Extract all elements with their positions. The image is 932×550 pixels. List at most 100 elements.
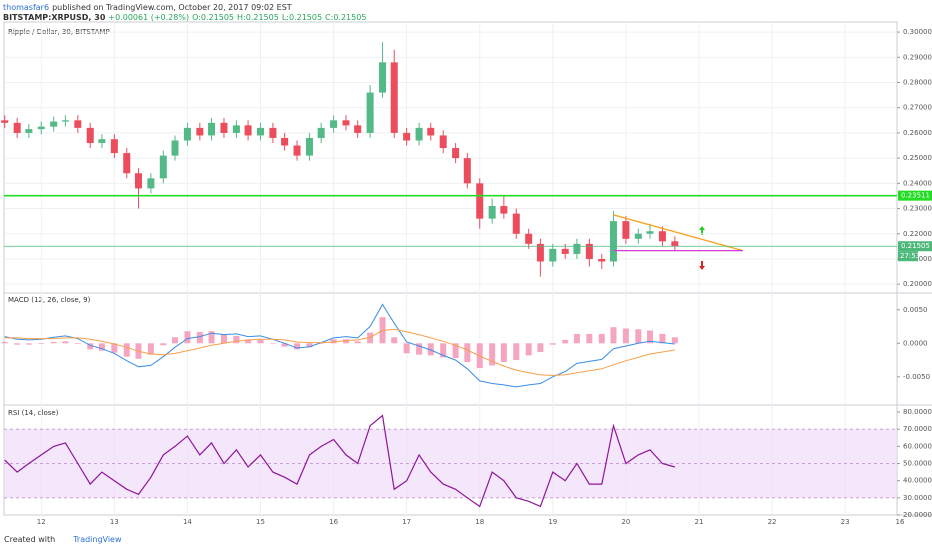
y-tick-label: 20.0000: [903, 511, 932, 519]
author[interactable]: thomasfar6: [3, 3, 50, 12]
candle-body: [61, 120, 69, 122]
candle-body: [232, 125, 240, 133]
histogram-bar: [671, 337, 678, 344]
x-tick-label: 15: [256, 518, 265, 526]
y-tick-label: 0.30000: [903, 28, 932, 36]
candle-body: [86, 127, 94, 144]
price-label-box: [898, 241, 932, 252]
candle-body: [330, 120, 338, 128]
candle-body: [549, 248, 557, 262]
histogram-bar: [525, 343, 532, 356]
histogram-bar: [318, 343, 325, 344]
histogram-bar: [549, 343, 556, 345]
y-tick-label: 0.23000: [903, 205, 932, 213]
histogram-bar: [586, 333, 593, 344]
x-tick-label: 18: [475, 518, 484, 526]
candle-body: [671, 241, 679, 247]
histogram-bar: [38, 343, 45, 344]
y-tick-label: 0.27000: [903, 104, 932, 112]
candle-body: [439, 135, 447, 149]
ohlc: H:0.21505: [237, 13, 279, 22]
countdown-box: [898, 251, 918, 262]
candle-body: [598, 258, 606, 262]
candle-body: [379, 62, 387, 93]
candle-body: [305, 137, 313, 156]
x-tick-label: 16: [329, 518, 338, 526]
price-label: 0.21505: [901, 242, 930, 250]
candle-body: [171, 140, 179, 156]
histogram-bar: [647, 330, 653, 344]
y-tick-label: 0.25000: [903, 154, 932, 162]
y-tick-label: 30.0000: [903, 494, 932, 502]
candle-body: [342, 120, 350, 126]
header-line: thomasfar6 published on TradingView.com, …: [3, 3, 295, 12]
x-tick-label: 17: [402, 518, 411, 526]
candle-body: [634, 233, 642, 239]
candle-body: [13, 122, 21, 133]
histogram-bar: [573, 333, 580, 344]
histogram-bar: [622, 328, 629, 344]
candle-body: [281, 137, 289, 146]
histogram-bar: [354, 341, 361, 344]
brand[interactable]: TradingView: [73, 535, 122, 544]
candle-body: [403, 132, 411, 141]
y-tick-label: 0.28000: [903, 79, 932, 87]
histogram-bar: [233, 335, 240, 344]
candle-body: [134, 173, 142, 189]
published: published on TradingView.com, October 20…: [52, 3, 292, 12]
histogram-bar: [489, 343, 496, 366]
candle-body: [244, 125, 252, 136]
histogram-bar: [87, 343, 94, 350]
candle-body: [220, 122, 228, 133]
candle-body: [25, 129, 33, 133]
candle-body: [257, 127, 264, 136]
candle-body: [585, 243, 593, 259]
chart: Ripple / Dollar, 30, BITSTAMP MACD (12, …: [1, 21, 932, 526]
symbol: BITSTAMP:XRPUSD, 30: [3, 13, 106, 22]
candle-body: [561, 248, 569, 254]
x-tick-label: 14: [183, 518, 192, 526]
histogram-bar: [537, 343, 544, 353]
histogram-bar: [427, 343, 434, 356]
candle-body: [98, 139, 106, 144]
x-tick-label: 20: [621, 518, 630, 526]
y-tick-label: 80.0000: [903, 408, 932, 416]
histogram-bar: [343, 339, 349, 344]
histogram-bar: [1, 341, 8, 344]
rsi-line: [4, 414, 675, 508]
footer: Created with TradingView: [4, 535, 122, 544]
histogram-bar: [391, 337, 398, 344]
candle-body: [37, 126, 45, 130]
histogram-bar: [172, 337, 178, 344]
candle-body: [658, 231, 666, 242]
candle-body: [293, 145, 301, 156]
histogram-bar: [598, 333, 605, 344]
y-tick-label: 0.24000: [903, 179, 932, 187]
histogram-bar: [464, 343, 471, 363]
histogram-bar: [257, 339, 264, 344]
up-arrow: [699, 226, 705, 235]
y-tick-label: 0.20000: [903, 280, 932, 288]
countdown: 27:53: [900, 252, 920, 260]
candle-body: [147, 178, 155, 189]
candle-body: [196, 127, 204, 136]
histogram-bar: [14, 343, 21, 345]
histogram-bar: [367, 332, 374, 344]
y-tick-label: 0.0050: [903, 306, 928, 314]
candle-body: [50, 121, 58, 127]
histogram-bar: [452, 343, 459, 359]
histogram-bar: [403, 343, 410, 354]
histogram-bar: [208, 331, 215, 344]
candle-body: [488, 206, 496, 219]
created: Created with: [4, 535, 56, 544]
drawing-line: [613, 214, 743, 252]
histogram-bar: [513, 343, 520, 361]
candle-body: [536, 243, 544, 262]
x-tick-label: 13: [110, 518, 119, 526]
candle-body: [452, 148, 460, 159]
candle-body: [646, 231, 654, 234]
histogram-bar: [245, 339, 252, 344]
histogram-bar: [306, 343, 313, 348]
histogram-bar: [160, 343, 167, 346]
histogram-bar: [50, 341, 57, 344]
